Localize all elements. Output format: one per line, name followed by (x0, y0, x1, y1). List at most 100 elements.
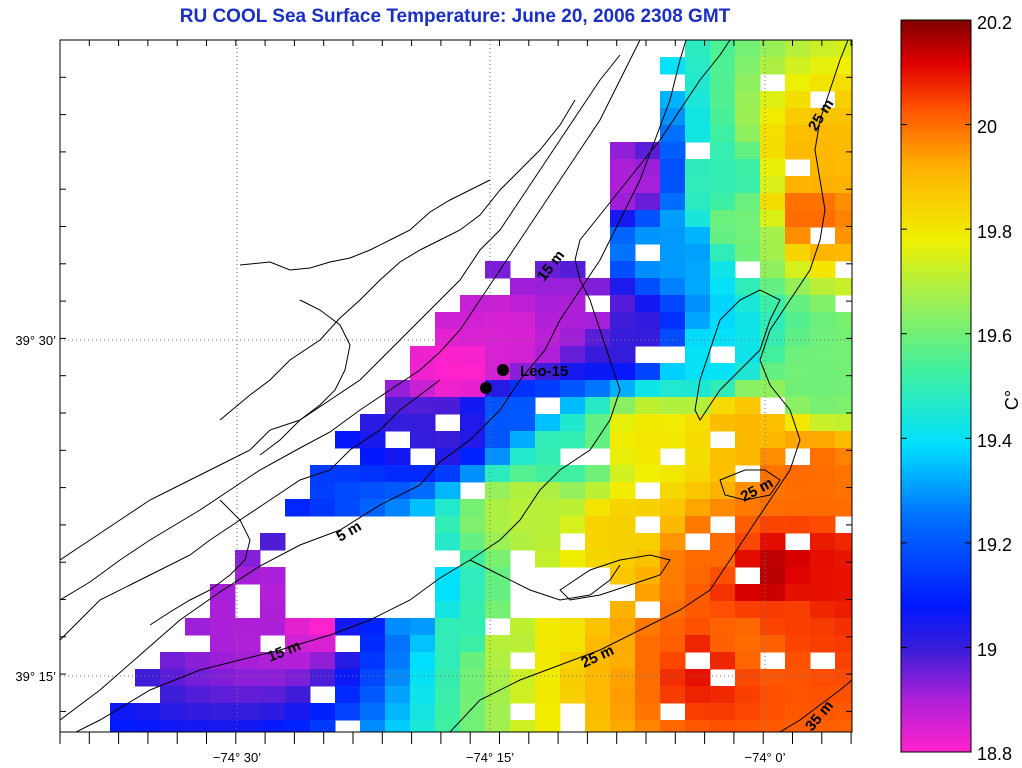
sst-pixel (760, 550, 786, 568)
sst-pixel (810, 618, 836, 636)
sst-pixel (835, 652, 852, 670)
sst-pixel (635, 295, 661, 313)
sst-pixel (460, 295, 486, 313)
sst-pixel (785, 669, 811, 687)
sst-pixel (710, 448, 736, 466)
sst-pixel (710, 618, 736, 636)
sst-pixel (585, 431, 611, 449)
sst-pixel (510, 720, 536, 732)
sst-pixel (660, 635, 686, 653)
sst-pixel (660, 176, 686, 194)
x-tick-label-3: −74° 0’ (745, 750, 786, 765)
sst-pixel (835, 40, 852, 58)
sst-pixel (535, 686, 561, 704)
sst-pixel (660, 516, 686, 534)
sst-pixel (760, 210, 786, 228)
sst-pixel (710, 567, 736, 585)
sst-pixel (685, 278, 711, 296)
sst-pixel (835, 159, 852, 177)
sst-pixel (560, 482, 586, 500)
sst-pixel (460, 414, 486, 432)
sst-pixel (510, 686, 536, 704)
sst-pixel (835, 584, 852, 602)
sst-pixel (710, 720, 736, 732)
sst-pixel (835, 448, 852, 466)
sst-pixel (685, 227, 711, 245)
sst-pixel (285, 652, 311, 670)
sst-pixel (460, 635, 486, 653)
sst-pixel (760, 601, 786, 619)
sst-pixel (110, 703, 136, 721)
sst-pixel (785, 652, 811, 670)
sst-pixel (710, 57, 736, 75)
sst-pixel (835, 244, 852, 262)
sst-pixel (760, 57, 786, 75)
sst-pixel (635, 210, 661, 228)
sst-pixel (810, 363, 836, 381)
sst-pixel (485, 329, 511, 347)
sst-pixel (610, 550, 636, 568)
sst-pixel (710, 210, 736, 228)
sst-pixel (585, 414, 611, 432)
sst-pixel (735, 176, 761, 194)
sst-pixel (385, 397, 411, 415)
colorbar: 20.2 20 19.8 19.6 19.4 19.2 19 18.8 C° (900, 13, 1022, 764)
sst-pixel (735, 397, 761, 415)
sst-pixel (710, 499, 736, 517)
contour-35m (779, 679, 852, 732)
sst-pixel (660, 278, 686, 296)
sst-pixel (735, 159, 761, 177)
sst-pixel (685, 108, 711, 126)
sst-pixel (685, 176, 711, 194)
sst-pixel (835, 669, 852, 687)
sst-pixel (435, 533, 461, 551)
sst-pixel (410, 380, 436, 398)
sst-pixel (810, 312, 836, 330)
sst-pixel (660, 567, 686, 585)
sst-pixel (235, 686, 261, 704)
sst-pixel (160, 703, 186, 721)
sst-pixel (285, 635, 311, 653)
contour-5m (60, 40, 687, 721)
sst-pixel (710, 40, 736, 58)
sst-pixel (835, 618, 852, 636)
sst-pixel (510, 278, 536, 296)
sst-pixel (635, 584, 661, 602)
bathymetry-contours (60, 40, 852, 732)
sst-pixel (835, 346, 852, 364)
sst-pixel (835, 550, 852, 568)
sst-pixel (385, 448, 411, 466)
sst-pixel (585, 346, 611, 364)
sst-pixel (635, 380, 661, 398)
sst-pixel (410, 635, 436, 653)
sst-pixel (710, 227, 736, 245)
sst-pixel (835, 482, 852, 500)
sst-pixel (710, 601, 736, 619)
sst-pixel (735, 720, 761, 732)
sst-pixel (785, 550, 811, 568)
sst-pixel (235, 635, 261, 653)
sst-pixel (710, 584, 736, 602)
sst-pixel (410, 465, 436, 483)
sst-pixel (485, 465, 511, 483)
sst-pixel (835, 125, 852, 143)
sst-pixel (460, 567, 486, 585)
sst-pixel (635, 499, 661, 517)
sst-pixel (660, 91, 686, 109)
sst-pixel (485, 703, 511, 721)
sst-pixel (685, 516, 711, 534)
sst-pixel (260, 669, 286, 687)
sst-pixel (710, 635, 736, 653)
sst-pixel (835, 465, 852, 483)
sst-pixel (835, 397, 852, 415)
stations: Leo-15 (480, 363, 568, 394)
sst-pixel (185, 669, 211, 687)
sst-pixel (610, 601, 636, 619)
colorbar-tick-19.4: 19.4 (977, 431, 1012, 451)
sst-pixel (760, 159, 786, 177)
sst-pixel (810, 193, 836, 211)
sst-pixel (310, 652, 336, 670)
sst-pixel (410, 431, 436, 449)
sst-pixel (385, 499, 411, 517)
sst-pixel (535, 329, 561, 347)
